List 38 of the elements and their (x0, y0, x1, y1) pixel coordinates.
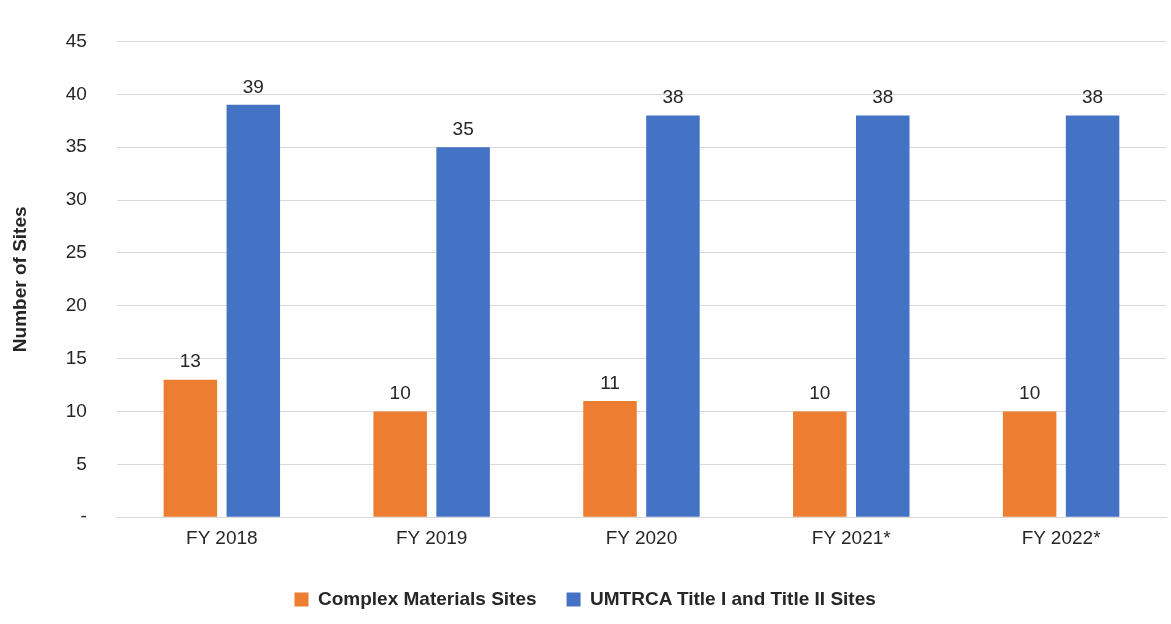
y-tick-label: 45 (65, 29, 87, 51)
data-label: 38 (872, 86, 894, 108)
y-tick-label: 10 (65, 399, 87, 421)
data-label: 10 (1019, 382, 1041, 404)
y-axis-title: Number of Sites (8, 206, 30, 353)
x-tick-label: FY 2022* (1021, 526, 1102, 548)
y-tick-label: 20 (65, 293, 87, 315)
data-label: 10 (809, 382, 831, 404)
y-tick-label: 5 (76, 452, 87, 474)
x-tick-label: FY 2019 (395, 526, 468, 548)
x-tick-label: FY 2018 (186, 526, 258, 548)
bar (373, 411, 427, 517)
y-tick-label: 30 (65, 188, 87, 210)
bar (583, 400, 637, 517)
bar (436, 147, 490, 517)
data-label: 38 (1081, 86, 1104, 108)
y-tick-label: 25 (65, 241, 87, 263)
y-tick-label: - (80, 505, 87, 527)
legend-label: Complex Materials Sites (317, 587, 537, 609)
x-tick-label: FY 2021* (811, 526, 892, 548)
bar (226, 104, 281, 517)
data-label: 13 (179, 350, 201, 372)
data-label: 38 (662, 86, 684, 108)
y-tick-label: 15 (65, 346, 87, 368)
bar (163, 379, 218, 517)
y-tick-label: 35 (65, 135, 87, 157)
bar (856, 115, 910, 517)
bar (1065, 115, 1120, 517)
bar (646, 115, 700, 517)
data-label: 10 (389, 382, 411, 404)
y-tick-label: 40 (65, 82, 87, 104)
data-label: 11 (600, 371, 620, 393)
x-tick-label: FY 2020 (605, 526, 678, 548)
bar (793, 411, 847, 517)
data-label: 35 (452, 117, 474, 139)
data-label: 39 (242, 75, 264, 97)
legend-label: UMTRCA Title I and Title II Sites (590, 587, 876, 609)
bar (1002, 411, 1057, 517)
